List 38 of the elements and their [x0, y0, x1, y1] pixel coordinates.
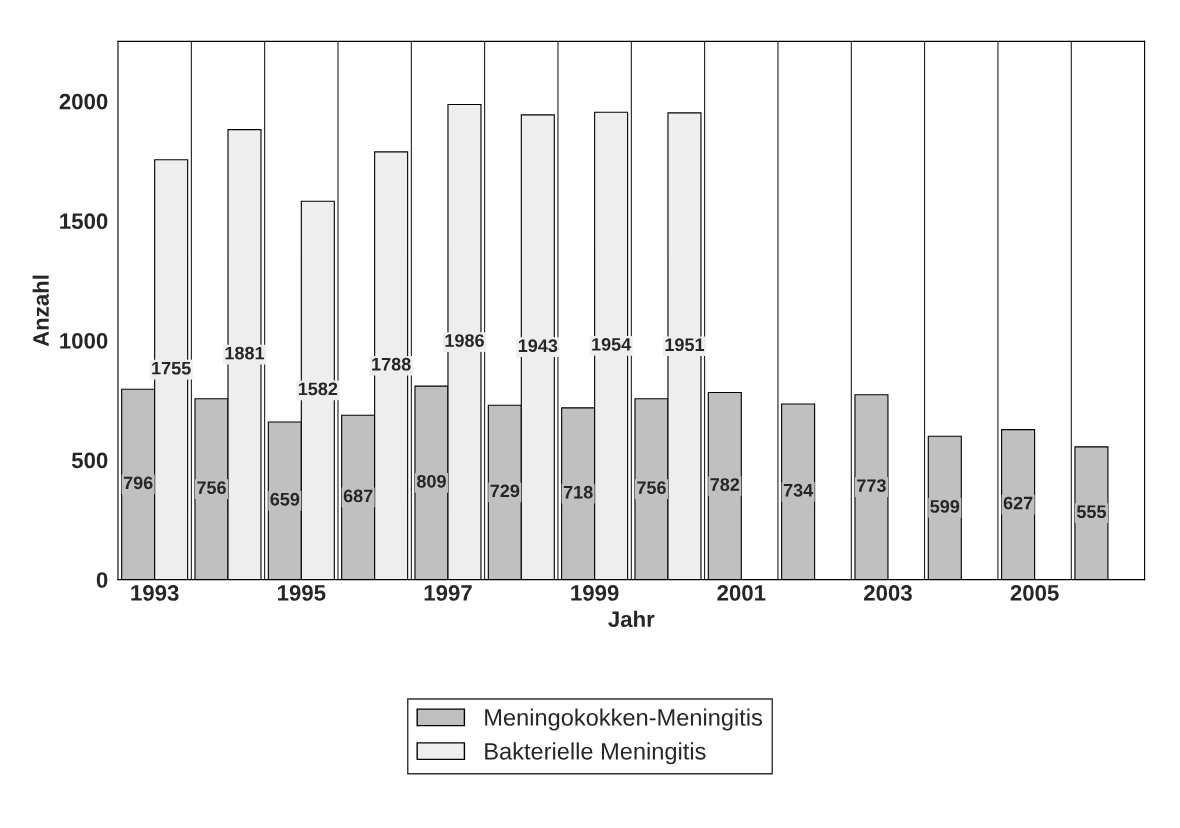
data-label: 718	[563, 485, 593, 499]
data-label: 627	[1003, 496, 1033, 510]
legend-label: Meningokokken-Meningitis	[485, 708, 762, 731]
data-label: 687	[343, 489, 373, 503]
x-tick-label: 2003	[864, 585, 912, 601]
data-label: 1582	[298, 382, 338, 396]
data-label: 1943	[518, 339, 558, 353]
x-axis-title: Jahr	[608, 610, 655, 628]
data-label: 1951	[665, 338, 705, 352]
data-label: 555	[1076, 505, 1106, 519]
y-axis-title: Anzahl	[32, 275, 49, 347]
y-tick-label: 0	[96, 572, 108, 588]
x-tick-label: 2005	[1010, 585, 1059, 601]
data-label: 734	[783, 483, 814, 497]
y-tick-label: 1500	[60, 213, 108, 230]
x-tick-label: 1999	[571, 585, 619, 601]
data-label: 773	[857, 479, 886, 493]
data-label: 1986	[445, 334, 484, 347]
x-tick-label: 1995	[278, 585, 326, 601]
y-tick-label: 500	[71, 452, 108, 469]
data-label: 729	[490, 484, 520, 498]
data-label: 1788	[372, 357, 411, 371]
data-label: 599	[930, 500, 960, 513]
x-tick-label: 1997	[424, 585, 472, 601]
y-tick-label: 1000	[60, 332, 108, 349]
legend-label: Bakterielle Meningitis	[485, 742, 706, 765]
y-tick-label: 2000	[59, 93, 108, 110]
data-label: 796	[123, 476, 153, 490]
x-tick-label: 1993	[131, 585, 179, 601]
data-label: 1881	[225, 346, 265, 360]
data-label: 1954	[592, 337, 632, 351]
data-label: 809	[416, 474, 446, 488]
data-label: 756	[197, 481, 226, 495]
x-tick-label: 2001	[717, 585, 766, 601]
data-label: 1755	[152, 361, 191, 375]
data-label: 659	[270, 492, 300, 506]
data-label: 756	[637, 481, 666, 495]
data-label: 782	[710, 478, 740, 491]
